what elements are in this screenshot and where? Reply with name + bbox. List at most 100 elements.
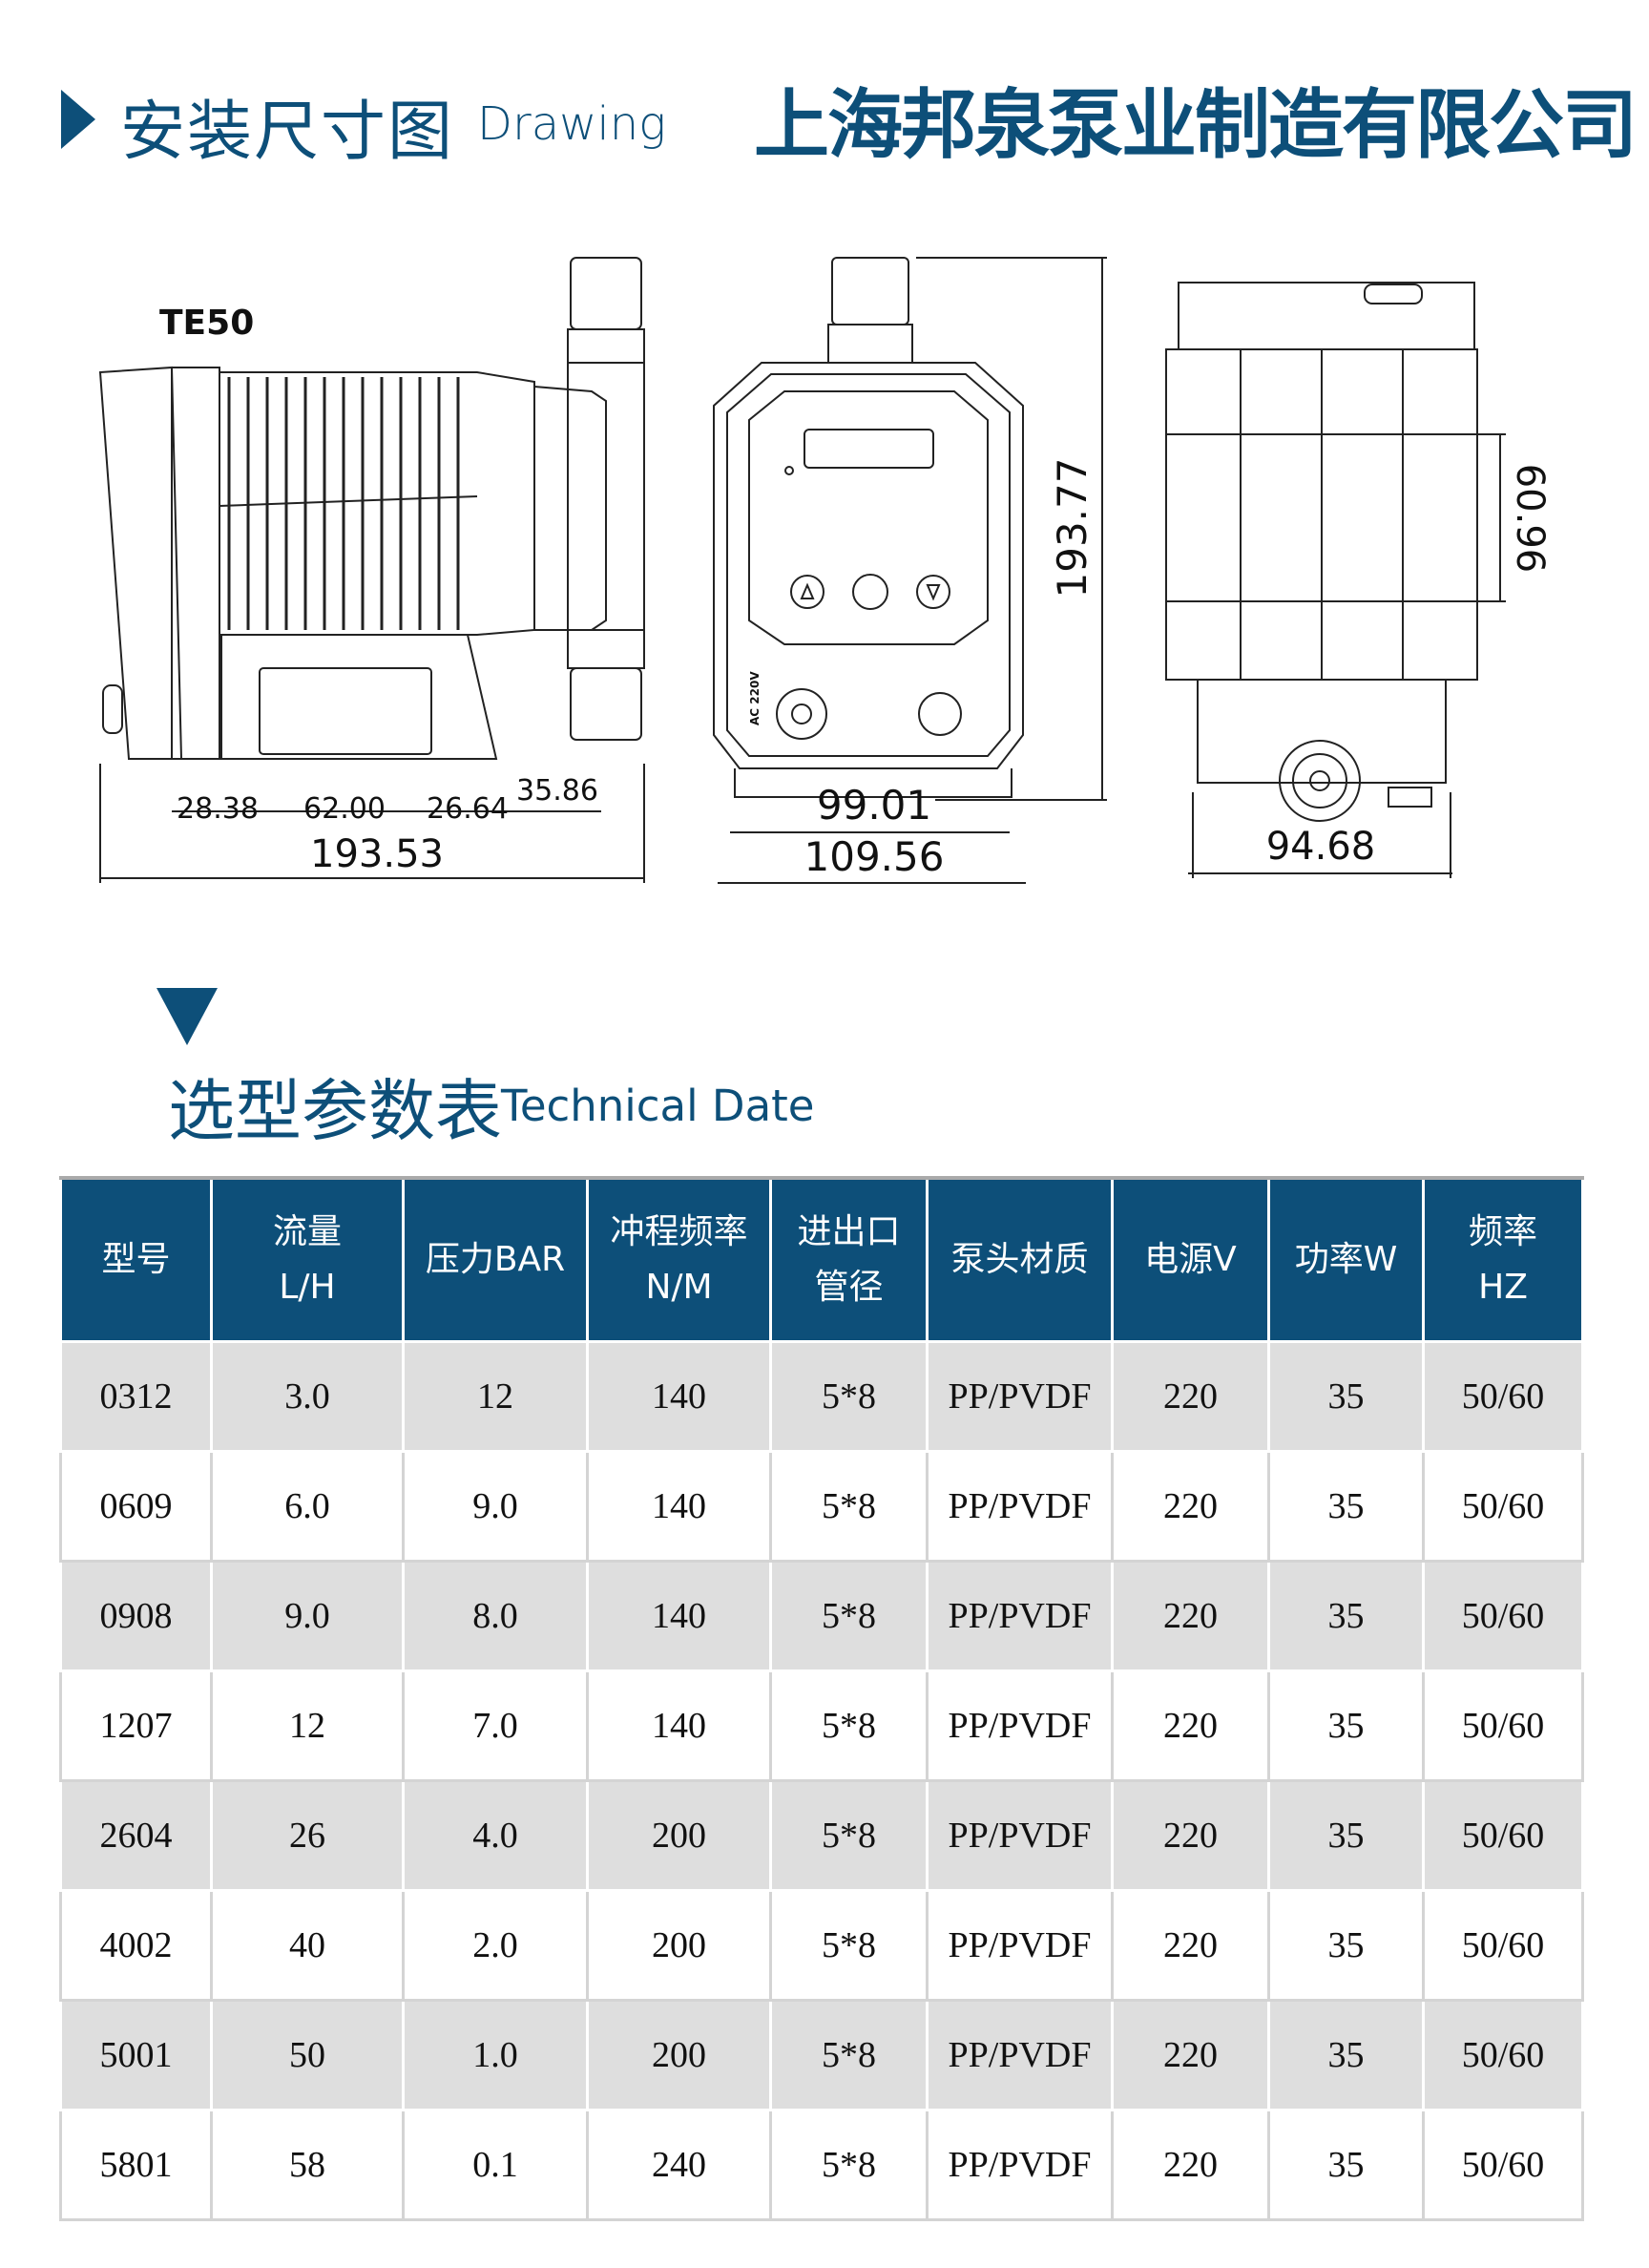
table-cell: 35 [1267,1560,1425,1672]
table-cell: 7.0 [402,1670,589,1782]
table-cell: 140 [586,1450,772,1563]
table-cell: 0908 [59,1560,213,1672]
column-header-line: HZ [1478,1268,1528,1307]
column-header: 泵头材质 [926,1178,1114,1343]
column-header-line: 频率 [1468,1212,1537,1251]
table-cell: 1.0 [402,1999,589,2111]
dim-28-38: 28.38 [177,792,259,826]
table-cell: 140 [586,1670,772,1782]
table-cell: 50 [210,1999,405,2111]
dim-26-64: 26.64 [427,792,509,826]
section-title-en: Drawing [477,97,666,151]
table-cell: 35 [1267,1779,1425,1892]
table-header-row: 型号 流量 L/H 压力BAR 冲程频率 N/M 进出口 管径 泵头材质 电源V 功率W 频率 HZ [59,1178,1584,1343]
table-cell: PP/PVDF [926,1450,1114,1563]
column-header-line: N/M [645,1268,713,1307]
section-title: 安装尺寸图 [120,94,455,170]
table-row: 0312 3.0 12 140 5*8 PP/PVDF 220 35 50/60 [59,1340,1584,1453]
table-cell: 5*8 [769,1560,929,1672]
column-header: 电源V [1111,1178,1270,1343]
table-cell: 220 [1111,1670,1270,1782]
table-cell: 50/60 [1422,1340,1584,1453]
table-cell: 140 [586,1340,772,1453]
column-header-line: 冲程频率 [610,1212,748,1251]
column-header-line: 电源V [1144,1240,1237,1279]
table-cell: 6.0 [210,1450,405,1563]
dim-193-53: 193.53 [310,832,444,876]
section-title: 选型参数表 [168,1072,502,1150]
column-header-line: 进出口 [797,1212,901,1251]
dim-35-86: 35.86 [516,774,598,808]
side-view-drawing: TE50 28.38 62.00 26.64 35.86 193.53 [98,257,645,883]
table-cell: 5*8 [769,1340,929,1453]
table-cell: 40 [210,1889,405,2002]
table-cell: 5801 [59,2109,213,2221]
column-header-line: 功率W [1294,1240,1398,1279]
column-header-line: 管径 [814,1268,884,1307]
table-cell: 35 [1267,2109,1425,2221]
table-cell: 4.0 [402,1779,589,1892]
table-cell: 58 [210,2109,405,2221]
table-cell: 0.1 [402,2109,589,2221]
table-cell: 220 [1111,1889,1270,2002]
table-cell: 200 [586,1779,772,1892]
table-cell: PP/PVDF [926,1889,1114,2002]
table-cell: 9.0 [402,1450,589,1563]
table-cell: 140 [586,1560,772,1672]
table-cell: 35 [1267,1670,1425,1782]
table-cell: 2604 [59,1779,213,1892]
company-name: 上海邦泉泵业制造有限公司 [754,81,1638,169]
dim-60-96: 60.96 [1508,464,1552,574]
table-cell: 2.0 [402,1889,589,2002]
table-cell: 1207 [59,1670,213,1782]
table-cell: 240 [586,2109,772,2221]
table-cell: 200 [586,1889,772,2002]
table-row: 5801 58 0.1 240 5*8 PP/PVDF 220 35 50/60 [59,2109,1584,2221]
column-header-line: 压力BAR [425,1240,566,1279]
table-cell: 12 [402,1340,589,1453]
table-cell: 5*8 [769,2109,929,2221]
column-header: 流量 L/H [210,1178,405,1343]
table-cell: 50/60 [1422,2109,1584,2221]
dim-193-77: 193.77 [1049,458,1096,598]
table-cell: PP/PVDF [926,1779,1114,1892]
table-cell: 0609 [59,1450,213,1563]
table-cell: PP/PVDF [926,1670,1114,1782]
table-cell: 220 [1111,1999,1270,2111]
table-cell: 8.0 [402,1560,589,1672]
back-view-drawing: 94.68 60.96 [1165,282,1552,878]
table-cell: 220 [1111,2109,1270,2221]
table-cell: 50/60 [1422,1670,1584,1782]
table-row: 4002 40 2.0 200 5*8 PP/PVDF 220 35 50/60 [59,1889,1584,2002]
table-cell: 26 [210,1779,405,1892]
table-cell: 220 [1111,1560,1270,1672]
section-arrow-icon [61,90,95,149]
table-row: 5001 50 1.0 200 5*8 PP/PVDF 220 35 50/60 [59,1999,1584,2111]
column-header-line: 流量 [272,1212,342,1251]
column-header-line: L/H [279,1268,336,1307]
table-cell: PP/PVDF [926,1560,1114,1672]
table-cell: 50/60 [1422,1779,1584,1892]
table-row: 1207 12 7.0 140 5*8 PP/PVDF 220 35 50/60 [59,1670,1584,1782]
column-header: 冲程频率 N/M [586,1178,772,1343]
table-cell: 0312 [59,1340,213,1453]
table-row: 2604 26 4.0 200 5*8 PP/PVDF 220 35 50/60 [59,1779,1584,1892]
table-cell: 220 [1111,1340,1270,1453]
column-header: 频率 HZ [1422,1178,1584,1343]
dim-109-56: 109.56 [804,833,945,880]
column-header: 进出口 管径 [769,1178,929,1343]
table-row: 0908 9.0 8.0 140 5*8 PP/PVDF 220 35 50/60 [59,1560,1584,1672]
dim-99-01: 99.01 [817,782,931,829]
table-cell: 5*8 [769,1999,929,2111]
table-cell: 5*8 [769,1779,929,1892]
table-cell: 220 [1111,1450,1270,1563]
table-cell: 5*8 [769,1450,929,1563]
table-cell: 35 [1267,1999,1425,2111]
spec-table: 型号 流量 L/H 压力BAR 冲程频率 N/M 进出口 管径 泵头材质 电源V 功率W 频率 HZ 0… [59,1176,1584,2221]
section-arrow-icon [157,988,218,1045]
table-cell: 50/60 [1422,1889,1584,2002]
column-header-line: 泵头材质 [950,1240,1089,1279]
table-cell: 35 [1267,1889,1425,2002]
table-cell: 12 [210,1670,405,1782]
table-cell: 5*8 [769,1889,929,2002]
